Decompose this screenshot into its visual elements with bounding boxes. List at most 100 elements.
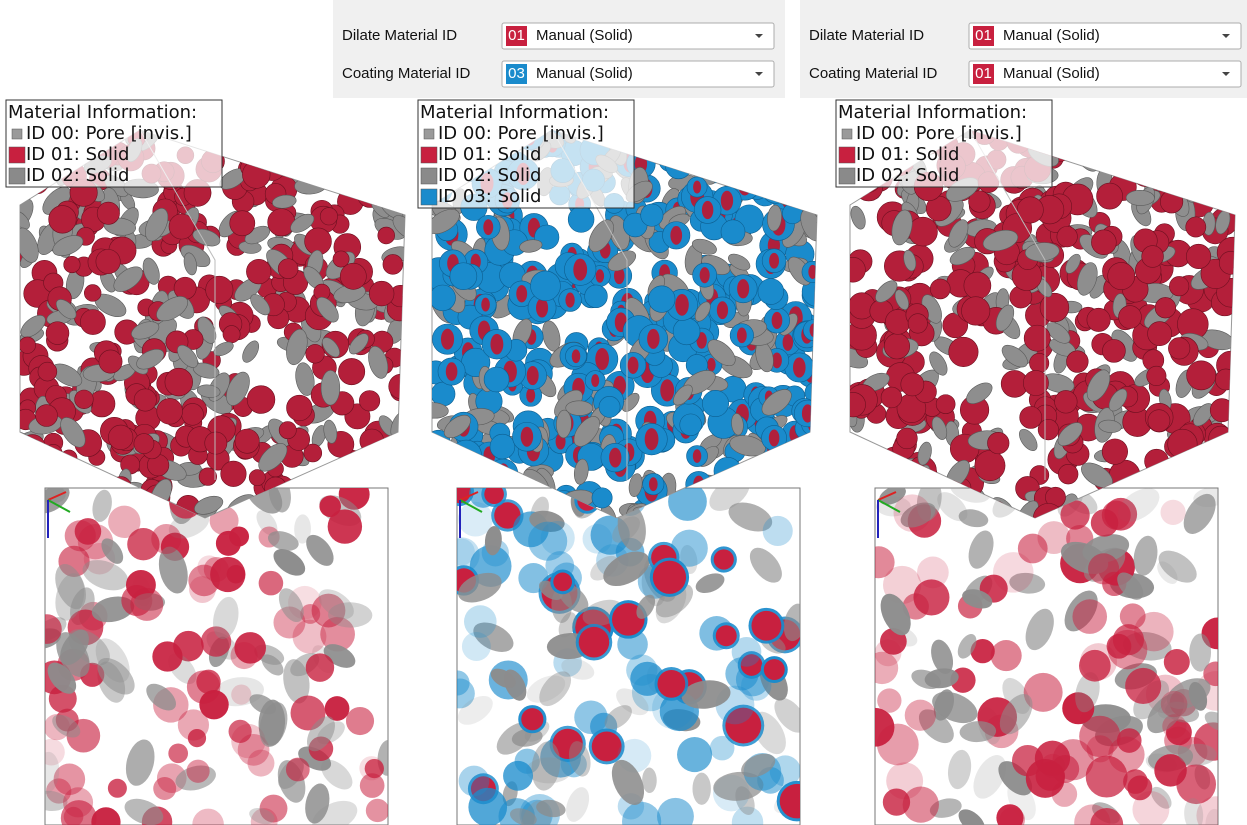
core	[628, 357, 639, 374]
slice-sphere	[1072, 599, 1107, 634]
sphere	[174, 277, 196, 299]
sphere	[14, 471, 30, 487]
slice-core	[657, 670, 685, 698]
slice-sphere	[993, 552, 1034, 593]
sphere	[1142, 117, 1170, 145]
coat	[776, 172, 807, 203]
sphere	[96, 249, 120, 273]
core	[660, 379, 674, 401]
sphere	[1186, 118, 1213, 145]
coat	[592, 488, 612, 508]
sphere	[330, 160, 353, 183]
sphere	[1168, 338, 1190, 360]
core	[737, 328, 747, 344]
sphere	[10, 441, 33, 464]
coat	[752, 455, 778, 481]
sphere	[97, 202, 119, 224]
page: Material Information: ID 00: Pore [invis.…	[0, 0, 1247, 825]
core	[802, 404, 813, 422]
core	[446, 362, 458, 381]
slice-core	[714, 549, 734, 569]
sphere	[278, 259, 298, 279]
grain	[1194, 460, 1211, 484]
sphere	[247, 386, 275, 414]
field-label: Dilate Material ID	[809, 27, 924, 44]
core	[526, 388, 535, 402]
sphere	[1204, 460, 1233, 489]
sphere	[108, 425, 133, 450]
coat	[568, 206, 594, 232]
core	[596, 269, 604, 282]
sphere	[1102, 439, 1128, 465]
coat	[779, 129, 804, 154]
slice-sphere	[286, 758, 310, 782]
sphere	[331, 461, 356, 486]
sphere	[165, 368, 193, 396]
legend-icon	[9, 147, 25, 163]
sphere	[1207, 137, 1226, 156]
core	[481, 298, 490, 312]
sphere	[1087, 308, 1110, 331]
sphere	[340, 122, 359, 141]
dropdown-value: Manual (Solid)	[536, 27, 633, 44]
sphere	[964, 272, 991, 299]
sphere	[223, 326, 240, 343]
coat	[779, 143, 802, 166]
sphere	[362, 137, 379, 154]
coat	[641, 204, 663, 226]
coat	[718, 158, 745, 185]
slice-sphere	[863, 546, 895, 578]
sphere	[134, 389, 156, 411]
grain	[247, 128, 273, 164]
sphere	[389, 374, 414, 399]
legend-entry: ID 02: Solid	[856, 165, 959, 186]
sphere	[909, 217, 938, 246]
id-badge-text: 01	[975, 65, 992, 82]
sphere	[949, 337, 978, 366]
sphere	[1219, 500, 1245, 526]
core	[497, 463, 509, 483]
legend-icon	[842, 129, 852, 139]
core	[494, 467, 505, 485]
grain	[850, 504, 870, 533]
slice-coat	[763, 516, 793, 546]
sphere	[276, 150, 292, 166]
grain	[1126, 190, 1155, 206]
slice-core	[764, 659, 785, 680]
field-label: Coating Material ID	[809, 65, 938, 82]
legend-icon	[839, 168, 855, 184]
sphere	[221, 461, 247, 487]
coat	[792, 180, 822, 210]
slice-sphere	[108, 779, 127, 798]
grain	[383, 134, 412, 151]
slice-sphere	[1091, 509, 1119, 537]
core	[591, 374, 599, 387]
legend-icon	[424, 129, 434, 139]
slice-sphere	[196, 670, 220, 694]
grain	[1211, 143, 1243, 179]
core	[565, 293, 574, 308]
sphere	[366, 119, 391, 144]
id-badge-text: 03	[508, 65, 525, 82]
grain	[1112, 148, 1140, 170]
grain	[848, 467, 871, 482]
sphere	[383, 254, 403, 274]
coat	[702, 390, 728, 416]
legend-title: Material Information:	[838, 102, 1027, 123]
sphere	[235, 429, 259, 453]
grain	[10, 502, 48, 536]
sphere	[1055, 390, 1078, 413]
slice-sphere	[227, 565, 246, 584]
legend-entry: ID 02: Solid	[26, 165, 129, 186]
sphere	[1069, 122, 1091, 144]
sphere	[1187, 361, 1216, 390]
core	[441, 329, 454, 350]
sphere	[1097, 183, 1123, 209]
field-label: Dilate Material ID	[342, 27, 457, 44]
slice-sphere	[917, 557, 949, 589]
coat	[430, 285, 456, 311]
sphere	[1091, 230, 1116, 255]
legend-entry: ID 00: Pore [invis.]	[438, 123, 604, 144]
core	[460, 466, 473, 487]
sphere	[22, 459, 46, 483]
